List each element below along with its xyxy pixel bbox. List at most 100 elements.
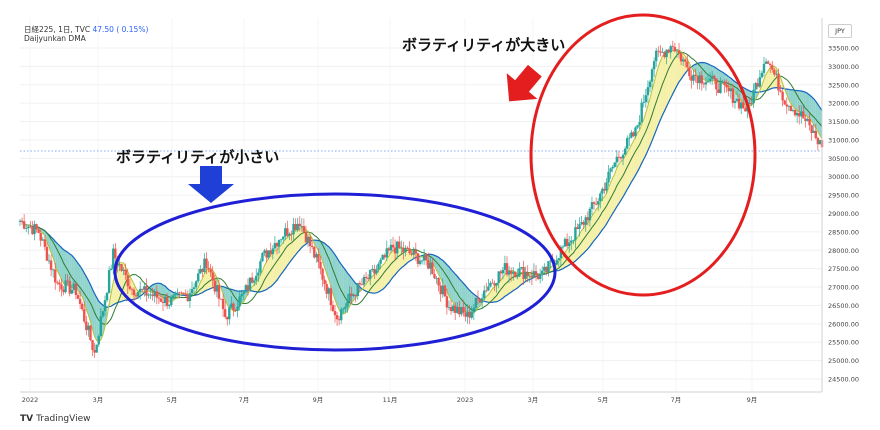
candle-body: [371, 268, 374, 270]
candle-body: [615, 156, 619, 163]
ma-fill-band: [297, 228, 300, 253]
candle-body: [520, 267, 523, 269]
ma-fill-band: [708, 63, 711, 82]
candle-body: [255, 275, 258, 281]
candle-body: [655, 50, 658, 62]
candle-body: [165, 296, 169, 307]
candle-body: [800, 111, 803, 117]
candle-body: [458, 306, 461, 315]
candle-body: [650, 69, 654, 82]
change-label: 47.50 ( 0.15%): [92, 25, 149, 34]
candle-body: [721, 81, 724, 83]
candle-body: [437, 278, 440, 286]
ma-fill-band: [629, 144, 632, 186]
ma-fill-band: [334, 254, 338, 306]
candle-body: [509, 270, 513, 274]
candle-body: [694, 74, 697, 76]
ma-fill-band: [399, 247, 402, 271]
candle-body: [315, 254, 318, 258]
candle-body: [789, 105, 793, 112]
candle-body: [321, 268, 324, 280]
ma-fill-band: [705, 63, 709, 82]
ma-fill-band: [668, 51, 671, 103]
ma-fill-band: [293, 230, 296, 258]
candle-body: [543, 266, 546, 271]
candle-body: [294, 224, 297, 230]
ma-fill-band: [326, 245, 329, 280]
candle-body: [493, 283, 496, 286]
candle-body: [708, 78, 712, 82]
ma-fill-band: [637, 130, 640, 172]
symbol-label: 日経225, 1日, TVC: [24, 25, 91, 34]
candle-body: [288, 233, 291, 236]
candle-body: [754, 83, 757, 90]
candle-body: [439, 285, 442, 295]
ma-fill-band: [635, 132, 638, 176]
candle-body: [246, 285, 250, 291]
candle-body: [480, 298, 484, 303]
candle-body: [456, 306, 459, 313]
candle-body: [219, 298, 223, 300]
ma-fill-band: [623, 156, 626, 197]
candle-body: [203, 258, 206, 272]
tradingview-logo[interactable]: TV TradingView: [20, 414, 91, 424]
candle-body: [706, 81, 710, 83]
ma-fill-band: [664, 52, 667, 112]
candle-body: [710, 75, 714, 79]
high-volatility-ellipse: [529, 13, 757, 297]
candle-body: [605, 182, 608, 191]
ma-fill-band: [585, 222, 588, 251]
ma-fill-band: [625, 152, 628, 194]
candle-body: [377, 263, 380, 270]
candle-body: [483, 290, 486, 299]
candle-body: [512, 271, 515, 274]
candle-body: [319, 261, 322, 269]
candle-body: [182, 293, 185, 295]
candle-body: [580, 222, 583, 225]
ma-fill-band: [490, 288, 493, 303]
ma-fill-band: [571, 242, 574, 264]
ma-fill-band: [401, 247, 404, 268]
candle-body: [192, 287, 196, 290]
candle-body: [453, 305, 457, 313]
candle-body: [752, 89, 755, 104]
candle-body: [661, 51, 664, 53]
candle-body: [667, 49, 670, 53]
candle-body: [45, 246, 49, 261]
currency-badge[interactable]: JPY: [828, 24, 852, 38]
candle-body: [619, 157, 623, 159]
candle-body: [802, 111, 805, 119]
ma-fill-band: [96, 297, 99, 342]
candle-body: [93, 350, 96, 353]
candle-body: [623, 148, 627, 155]
candle-body: [557, 258, 561, 261]
ma-fill-band: [272, 250, 275, 285]
ma-fill-band: [616, 163, 619, 207]
ma-fill-band: [380, 265, 383, 291]
candle-body: [632, 132, 635, 137]
candle-body: [122, 269, 125, 271]
ma-fill-band: [817, 104, 820, 136]
candle-body: [665, 49, 668, 58]
candle-body: [518, 268, 521, 277]
tradingview-name: TradingView: [36, 414, 91, 424]
ma-fill-band: [61, 247, 64, 284]
candle-body: [304, 231, 308, 243]
ma-fill-band: [235, 290, 238, 312]
candle-body: [671, 46, 674, 47]
candle-body: [327, 288, 330, 294]
x-tick-label: 2023: [457, 396, 474, 404]
candle-body: [702, 83, 706, 85]
candle-body: [541, 270, 544, 274]
candle-body: [673, 46, 677, 52]
ma-fill-band: [662, 54, 665, 116]
candle-body: [215, 285, 219, 292]
y-tick-label: 26500.00: [828, 302, 859, 310]
candle-body: [134, 295, 138, 297]
y-tick-label: 30000.00: [828, 173, 859, 181]
ma-fill-band: [803, 91, 806, 116]
candle-body: [814, 130, 817, 138]
candle-body: [329, 288, 333, 306]
y-tick-label: 33000.00: [828, 63, 859, 71]
